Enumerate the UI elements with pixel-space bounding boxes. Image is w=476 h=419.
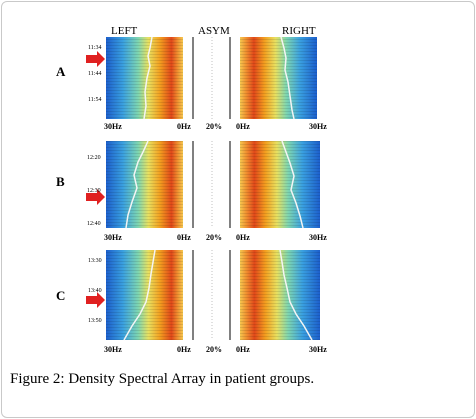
red-arrow-icon bbox=[86, 189, 105, 205]
right-edge-frequency-line bbox=[281, 140, 304, 229]
caption-label: Figure 2: bbox=[10, 371, 65, 387]
freq-label-0hz-right: 0Hz bbox=[236, 233, 250, 242]
freq-label-30hz-left: 30Hz bbox=[104, 122, 122, 131]
time-tick: 12:30 bbox=[87, 188, 101, 194]
right-edge-frequency-line bbox=[279, 249, 313, 341]
freq-label-30hz-right: 30Hz bbox=[309, 233, 327, 242]
time-tick: 13:30 bbox=[88, 258, 102, 264]
right-spectrogram-texture bbox=[240, 141, 320, 228]
time-tick: 13:50 bbox=[88, 318, 102, 324]
figure-caption: Figure 2: Density Spectral Array in pati… bbox=[10, 371, 314, 388]
freq-label-0hz-left: 0Hz bbox=[177, 122, 191, 131]
right-edge-frequency-line bbox=[280, 36, 295, 120]
freq-label-0hz-right: 0Hz bbox=[236, 345, 250, 354]
time-tick: 11:44 bbox=[88, 71, 101, 77]
caption-text: Density Spectral Array in patient groups… bbox=[64, 371, 315, 387]
time-tick: 13:40 bbox=[88, 288, 102, 294]
asym-header: ASYM bbox=[198, 25, 230, 37]
right-spectrogram-texture bbox=[240, 250, 320, 340]
freq-label-30hz-left: 30Hz bbox=[104, 345, 122, 354]
left-edge-frequency-line bbox=[125, 140, 149, 229]
red-arrow-icon bbox=[86, 51, 105, 67]
right-header: RIGHT bbox=[282, 25, 316, 37]
left-edge-frequency-line bbox=[143, 36, 153, 120]
group-label: A bbox=[56, 64, 66, 79]
left-edge-frequency-line bbox=[123, 249, 156, 341]
asym-percent-label: 20% bbox=[206, 122, 222, 131]
time-tick: 12:40 bbox=[87, 221, 101, 227]
right-spectrogram-texture bbox=[240, 37, 317, 119]
time-tick: 11:34 bbox=[88, 45, 101, 51]
group-label: C bbox=[56, 288, 65, 303]
group-c: C 13:30 13:40 13:50 30Hz 0Hz 20% 0Hz 30H… bbox=[56, 249, 327, 354]
group-label: B bbox=[56, 174, 65, 189]
freq-label-0hz-left: 0Hz bbox=[177, 233, 191, 242]
left-spectrogram-texture bbox=[106, 141, 183, 228]
group-b: B 12:20 12:30 12:40 30Hz 0Hz 20% 0Hz 30H… bbox=[56, 140, 327, 242]
freq-label-30hz-right: 30Hz bbox=[309, 345, 327, 354]
time-tick: 11:54 bbox=[88, 97, 101, 103]
freq-label-30hz-left: 30Hz bbox=[104, 233, 122, 242]
time-tick: 12:20 bbox=[87, 155, 101, 161]
asym-percent-label: 20% bbox=[206, 233, 222, 242]
freq-label-0hz-right: 0Hz bbox=[236, 122, 250, 131]
freq-label-0hz-left: 0Hz bbox=[177, 345, 191, 354]
left-spectrogram-texture bbox=[106, 250, 183, 340]
asym-percent-label: 20% bbox=[206, 345, 222, 354]
red-arrow-icon bbox=[86, 292, 105, 308]
left-header: LEFT bbox=[111, 25, 138, 37]
freq-label-30hz-right: 30Hz bbox=[309, 122, 327, 131]
left-spectrogram-texture bbox=[106, 37, 183, 119]
group-a: A 11:34 11:44 11:54 30Hz 0Hz 20% 0Hz 30H… bbox=[56, 36, 327, 131]
